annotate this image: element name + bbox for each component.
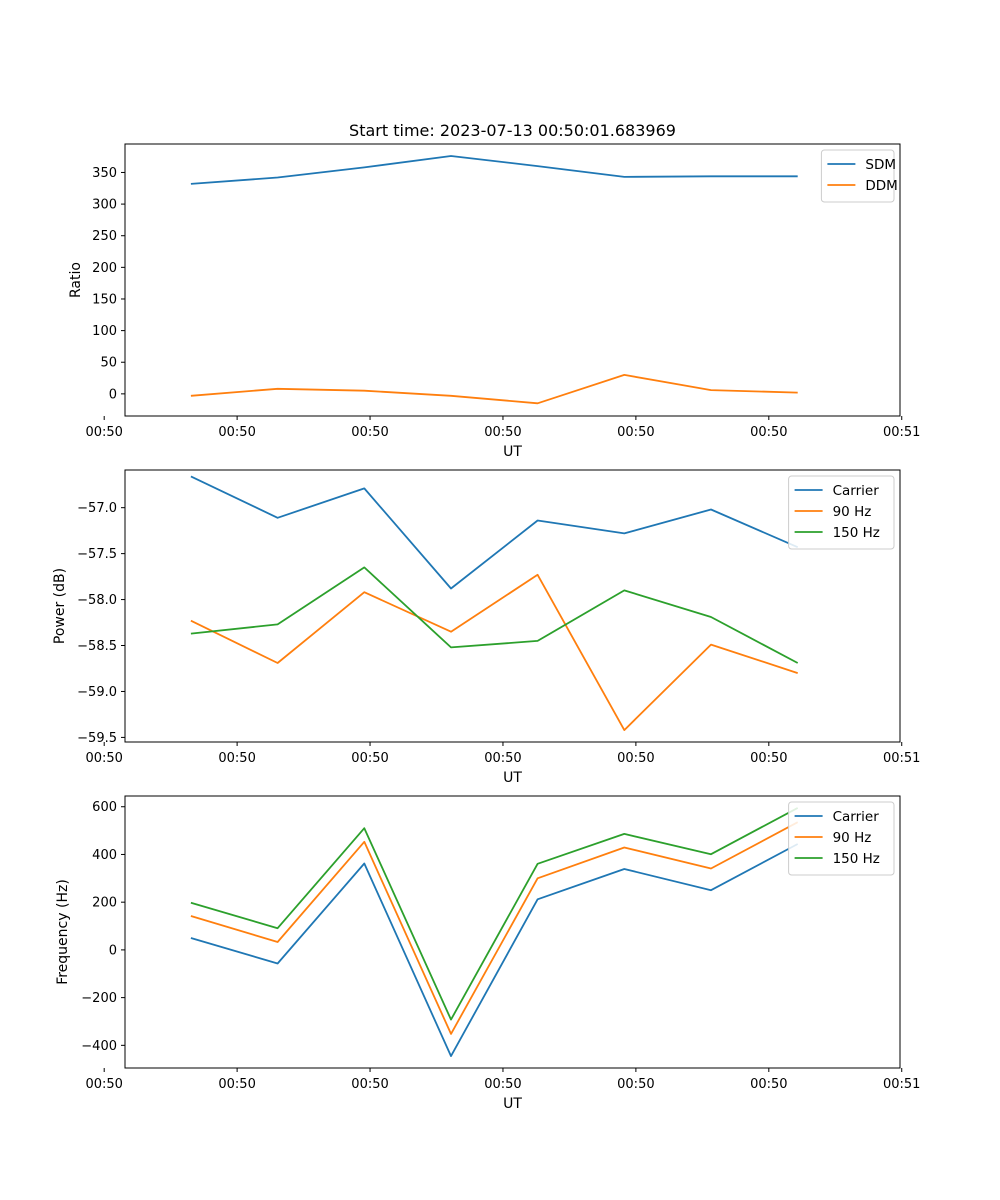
legend: Carrier 90 Hz 150 Hz [788, 475, 895, 550]
x-tick-label: 00:50 [617, 1077, 654, 1092]
x-tick-label: 00:50 [484, 751, 521, 766]
legend-box [820, 149, 895, 203]
x-tick-label: 00:51 [883, 425, 920, 440]
y-tick-label: 400 [92, 848, 117, 863]
x-tick-label: 00:50 [351, 425, 388, 440]
x-tick-label: 00:50 [484, 1077, 521, 1092]
y-tick-label: 600 [92, 800, 117, 815]
y-tick-label: −57.5 [77, 547, 117, 562]
x-tick-label: 00:50 [218, 751, 255, 766]
legend-entry: 150 Hz [833, 851, 880, 867]
y-tick-label: 200 [92, 261, 117, 276]
chart-panel-2: 00:50 00:50 00:50 00:50 00:50 00:50 00:51 −59.5… [52, 469, 920, 786]
y-tick-label: −58.5 [77, 639, 117, 654]
x-tick-label: 00:50 [218, 1077, 255, 1092]
series-line-ddm [190, 373, 798, 405]
figure-title: Start time: 2023-07-13 00:50:01.683969 [349, 121, 676, 140]
y-tick-label: −200 [81, 991, 117, 1006]
x-tick-label: 00:50 [351, 1077, 388, 1092]
y-tick-label: −59.0 [77, 685, 117, 700]
y-tick-label: −59.5 [77, 731, 117, 746]
x-tick-label: 00:50 [85, 1077, 122, 1092]
y-tick-label: 250 [92, 229, 117, 244]
axes-frame [124, 795, 901, 1069]
y-tick-label: 0 [109, 943, 117, 958]
series-line-150-hz [190, 807, 799, 1021]
legend-entry: 90 Hz [833, 830, 872, 846]
y-tick-label: 350 [92, 166, 117, 181]
y-axis-label: Ratio [68, 262, 84, 298]
y-tick-label: 0 [109, 387, 117, 402]
legend: Carrier 90 Hz 150 Hz [788, 801, 895, 876]
series-line-carrier [190, 475, 799, 590]
axes-frame [124, 143, 901, 417]
x-tick-label: 00:50 [85, 751, 122, 766]
legend-entry: Carrier [833, 809, 880, 825]
y-tick-label: 100 [92, 324, 117, 339]
y-tick-label: −58.0 [77, 593, 117, 608]
series-line-90-hz [190, 573, 798, 731]
y-tick-label: −57.0 [77, 501, 117, 516]
x-tick-label: 00:50 [484, 425, 521, 440]
y-tick-label: −400 [81, 1039, 117, 1054]
x-tick-label: 00:50 [351, 751, 388, 766]
plots: 00:50 00:50 00:50 00:50 00:50 00:50 00:51 0 50 10… [52, 143, 920, 1112]
legend-box [788, 801, 895, 876]
y-tick-label: 300 [92, 198, 117, 213]
x-tick-label: 00:50 [617, 425, 654, 440]
x-axis-label: UT [503, 770, 522, 786]
x-axis-label: UT [503, 1096, 522, 1112]
series-line-90-hz [190, 821, 799, 1035]
x-tick-label: 00:50 [218, 425, 255, 440]
legend-entry: 90 Hz [833, 504, 872, 520]
x-tick-label: 00:50 [617, 751, 654, 766]
legend-entry: SDM [865, 157, 896, 173]
x-tick-label: 00:50 [750, 751, 787, 766]
y-axis-label: Frequency (Hz) [55, 879, 71, 985]
x-tick-label: 00:50 [750, 1077, 787, 1092]
y-tick-label: 200 [92, 896, 117, 911]
chart-panel-1: 00:50 00:50 00:50 00:50 00:50 00:50 00:51 0 50 10… [68, 143, 920, 460]
legend: SDM DDM [820, 149, 898, 203]
legend-entry: Carrier [833, 483, 880, 499]
y-axis-label: Power (dB) [52, 568, 68, 644]
legend-entry: DDM [865, 178, 897, 194]
series-line-150-hz [190, 566, 799, 664]
x-tick-label: 00:50 [750, 425, 787, 440]
y-tick-label: 50 [100, 356, 117, 371]
x-tick-label: 00:51 [883, 751, 920, 766]
legend-entry: 150 Hz [833, 525, 880, 541]
series-line-carrier [190, 843, 799, 1057]
x-tick-label: 00:51 [883, 1077, 920, 1092]
x-axis-label: UT [503, 444, 522, 460]
y-tick-label: 150 [92, 292, 117, 307]
x-tick-label: 00:50 [85, 425, 122, 440]
axes-frame [124, 469, 901, 743]
legend-box [788, 475, 895, 550]
series-line-sdm [190, 155, 798, 185]
chart-panel-3: 00:50 00:50 00:50 00:50 00:50 00:50 00:51 −400 −… [55, 795, 920, 1112]
